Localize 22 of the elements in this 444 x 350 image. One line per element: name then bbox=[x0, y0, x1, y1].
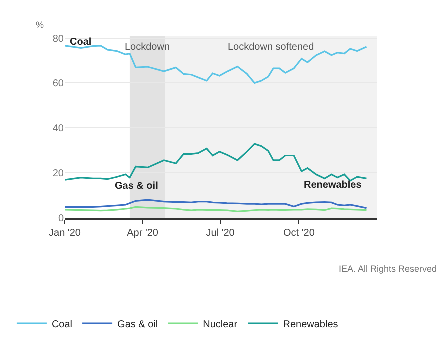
legend-label: Gas & oil bbox=[118, 319, 158, 330]
y-tick-label: 0 bbox=[58, 214, 64, 224]
text: IEA. All Rights Reserved bbox=[339, 264, 438, 274]
x-tick-label: Jan '20 bbox=[49, 228, 82, 239]
legend-label: Nuclear bbox=[203, 319, 238, 330]
annotation: Renewables bbox=[304, 180, 362, 191]
y-tick-label: 60 bbox=[52, 78, 64, 90]
y-axis-title: % bbox=[36, 20, 44, 30]
x-tick-label: Oct '20 bbox=[284, 228, 316, 239]
line-series bbox=[65, 143, 368, 182]
x-tick-label: Apr '20 bbox=[127, 228, 159, 239]
band-label: Lockdown bbox=[125, 42, 170, 53]
y-tick-label: 80 bbox=[52, 34, 64, 45]
band-label: Lockdown softened bbox=[228, 42, 314, 53]
legend-label: Renewables bbox=[283, 319, 338, 330]
legend-label: Coal bbox=[52, 319, 73, 330]
y-tick-label: 20 bbox=[52, 168, 64, 180]
y-tick-label: 40 bbox=[52, 124, 64, 135]
x-tick-label: Jul '20 bbox=[206, 228, 236, 239]
line-series bbox=[65, 199, 368, 210]
annotation: Gas & oil bbox=[115, 181, 159, 192]
annotation: Coal bbox=[70, 37, 92, 48]
